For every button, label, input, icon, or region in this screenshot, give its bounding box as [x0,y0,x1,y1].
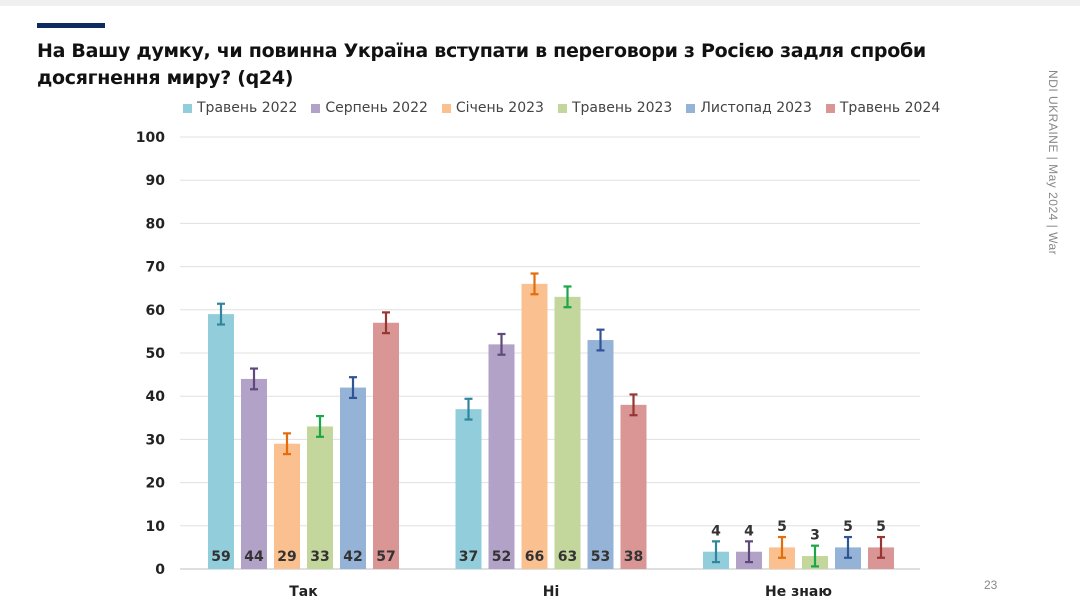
data-label: 44 [244,549,264,565]
y-tick-label: 60 [146,303,166,319]
data-label: 29 [277,549,296,565]
y-tick-label: 70 [146,260,166,276]
y-tick-label: 50 [146,346,166,362]
error-bar [778,535,786,559]
data-label: 4 [711,523,721,539]
error-bar [316,414,324,438]
title-accent-bar [37,23,105,28]
side-caption: NDI UKRAINE | May 2024 | War [1046,70,1060,256]
data-label: 4 [744,523,754,539]
y-tick-label: 30 [146,432,166,448]
data-label: 59 [211,549,230,565]
y-tick-label: 20 [146,476,166,492]
page-title: На Вашу думку, чи повинна Україна вступа… [37,40,926,89]
bar [521,283,548,569]
bar [488,344,515,569]
y-tick-label: 90 [146,173,166,189]
error-bar [217,302,225,326]
legend-label: Травень 2023 [571,100,673,116]
y-tick-label: 100 [136,130,165,146]
data-label: 5 [843,519,853,535]
legend-item: Травень 2022 [183,100,297,116]
data-label: 38 [624,549,643,565]
error-bar [629,393,638,417]
error-bar [877,535,885,559]
bar [455,409,482,569]
error-bar [563,285,572,309]
legend-item: Листопад 2023 [686,100,812,116]
data-label: 5 [777,519,787,535]
error-bar [596,328,605,352]
top-band [0,0,1080,6]
bar [554,296,581,569]
data-label: 57 [376,549,395,565]
error-bar [811,544,819,568]
y-tick-label: 10 [146,519,166,535]
data-label: 3 [810,528,820,544]
legend-swatch [686,103,696,113]
legend-swatch [311,103,321,113]
legend-item: Травень 2023 [557,100,673,116]
legend-label: Серпень 2022 [325,100,428,116]
bar [620,404,647,569]
x-category-label: Ні [543,584,560,600]
data-label: 5 [876,519,886,535]
error-bar [530,272,539,296]
data-label: 63 [558,549,577,565]
x-category-label: Так [289,584,318,600]
legend-swatch [825,103,835,113]
error-bar [283,432,291,456]
data-label: 53 [591,549,610,565]
legend-label: Січень 2023 [455,100,544,116]
chart-legend: Травень 2022 Серпень 2022 Січень 2023 Траве… [183,100,940,116]
legend-item: Травень 2024 [825,100,941,116]
legend-label: Травень 2022 [197,100,298,116]
error-bar [712,540,720,564]
bar [373,322,399,569]
data-label: 52 [492,549,511,565]
error-bar [250,367,258,391]
bar [587,340,614,569]
legend-label: Листопад 2023 [700,100,812,116]
y-tick-label: 80 [146,216,166,232]
legend-item: Серпень 2022 [311,100,428,116]
legend-swatch [183,103,192,113]
bar [307,426,333,569]
bar [241,378,267,569]
error-bar [745,540,753,564]
error-bar [382,311,390,335]
error-bar [497,332,506,356]
bar [340,387,366,569]
x-category-label: Не знаю [765,584,832,600]
error-bar [349,376,357,400]
legend-label: Травень 2024 [839,100,941,116]
y-tick-label: 0 [155,562,165,578]
bar [208,314,234,569]
bar [274,443,300,569]
data-label: 33 [310,549,329,565]
y-tick-label: 40 [146,389,166,405]
legend-swatch [557,103,567,113]
error-bar [844,535,852,559]
data-label: 66 [525,549,544,565]
data-label: 42 [343,549,362,565]
error-bar [464,397,473,421]
data-label: 37 [459,549,478,565]
legend-item: Січень 2023 [441,100,544,116]
page-number: 23 [984,578,998,592]
legend-swatch [441,103,451,113]
